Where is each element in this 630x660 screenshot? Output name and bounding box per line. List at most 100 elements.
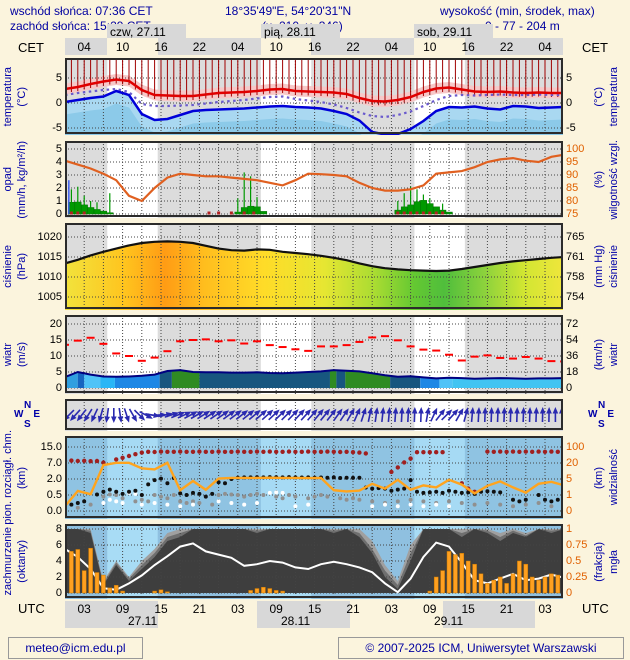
hour-label-utc: 21 [192,602,207,616]
cloud-extent-tick: 0.5 [46,489,62,501]
pressure-hpa-tick: 1015 [37,251,62,263]
cloud-cover-axis-unit: (oktanty) [16,540,28,583]
hour-label-utc: 21 [499,602,514,616]
hour-label-utc: 09 [115,602,130,616]
precip-tick: 4 [55,156,62,168]
wind-kmh-tick: 0 [566,382,573,394]
hour-label-cet: 04 [384,40,399,54]
humidity-tick: 85 [566,182,579,194]
visibility-tick: 0 [566,505,573,517]
day-label-band [261,24,340,38]
hour-label-cet: 04 [77,40,91,54]
temperature-axis-title: temperatura [2,66,14,127]
wind-kmh-tick: 36 [566,350,579,362]
hour-label-utc: 03 [231,602,245,616]
date-label: 27.11 [128,614,158,628]
night-band-top [157,38,261,55]
temperature-tick: 0 [566,97,573,109]
hour-label-cet: 22 [192,40,207,54]
precipitation-humidity-panel [65,141,563,218]
hour-label-cet: 10 [115,40,130,54]
wind-ms-tick: 10 [49,350,62,362]
visibility-tick: 1 [566,489,573,501]
date-band-bottom [65,601,158,628]
wind-kmh-tick: 72 [566,318,579,330]
hour-label-utc: 15 [461,602,475,616]
temperature-right-title: temperatura [608,66,620,127]
pressure-axis-title: ciśnienie [2,245,14,288]
hour-label-cet: 22 [499,40,514,54]
wind-ms-tick: 5 [55,366,62,378]
temperature-tick: 5 [55,72,62,84]
cloud-extent-axis-unit: (km) [16,466,28,489]
cloud-extent-tick: 0.0 [46,505,62,517]
coords-text: 18°35'49"E, 54°20'31"N [225,4,352,18]
humidity-tick: 80 [566,195,579,207]
visibility-right-title: widzialność [608,449,620,506]
cloud-cover-tick: 0 [55,587,62,599]
humidity-tick: 95 [566,156,579,168]
day-label: czw, 27.11 [110,25,166,39]
cloud-extent-tick: 7.0 [46,457,62,469]
wind-kmh-tick: 54 [566,334,579,346]
pressure-hpa-tick: 1010 [37,271,62,283]
contact-email-link[interactable]: meteo@icm.edu.pl [8,637,143,659]
hour-label-cet: 10 [269,40,283,54]
altitude-label: wysokość (min, środek, max) [440,4,595,18]
fog-tick: 0 [566,587,573,599]
hour-label-cet: 04 [538,40,552,54]
cloud-extent-visibility-panel [65,436,563,519]
hour-label-utc: 09 [269,602,283,616]
temperature-tick: -5 [52,122,62,134]
date-label: 29.11 [434,614,464,628]
tz-cet-left: CET [18,40,44,55]
tz-utc-left: UTC [18,601,45,616]
temperature-panel [65,58,563,135]
hour-label-cet: 16 [461,40,475,54]
date-band-bottom [257,601,350,628]
pressure-mmhg-tick: 761 [566,251,585,263]
hour-label-utc: 21 [346,602,360,616]
pressure-mmhg-tick: 765 [566,231,585,243]
tz-utc-right: UTC [582,601,609,616]
pressure-mmhg-tick: 758 [566,271,585,283]
sunrise-text: wschód słońca: 07:36 CET [10,4,153,18]
copyright-link[interactable]: © 2007-2025 ICM, Uniwersytet Warszawski [338,637,624,659]
temperature-tick: -5 [566,122,576,134]
hour-label-utc: 15 [307,602,322,616]
wind-ms-tick: 20 [49,318,62,330]
date-band-bottom [443,601,535,628]
pressure-hpa-tick: 1020 [37,231,62,243]
fog-tick: 1 [566,523,573,535]
visibility-tick: 5 [566,473,573,485]
hour-label-utc: 15 [154,602,168,616]
pressure-right-title: ciśnienie [608,245,620,288]
wind-axis-unit: (m/s) [16,341,28,368]
temperature-axis-unit: (°C) [16,86,28,107]
day-label: pią, 28.11 [264,25,316,39]
hour-label-utc: 09 [423,602,437,616]
pressure-mmhg-tick: 754 [566,291,585,303]
fog-right-title: mgła [608,549,620,574]
pressure-axis-unit: (hPa) [16,253,28,280]
hour-label-cet: 16 [154,40,168,54]
cloud-cover-tick: 8 [55,523,62,535]
cloud-extent-axis-title: pion. rozciągł. chm. [2,430,14,525]
cloud-cover-tick: 4 [55,555,62,567]
humidity-tick: 90 [566,169,579,181]
fog-tick: 0.75 [566,539,588,551]
precip-tick: 3 [55,169,62,181]
humidity-tick: 75 [566,208,579,220]
night-band-top [311,38,415,55]
day-label: sob, 29.11 [417,25,473,39]
precip-tick: 5 [55,143,62,155]
precip-tick: 1 [55,195,62,207]
humidity-tick: 100 [566,143,585,155]
wind-direction-panel [65,399,563,431]
wind-kmh-tick: 18 [566,366,579,378]
hour-label-utc: 03 [538,602,552,616]
wind-ms-tick: 0 [55,382,62,394]
